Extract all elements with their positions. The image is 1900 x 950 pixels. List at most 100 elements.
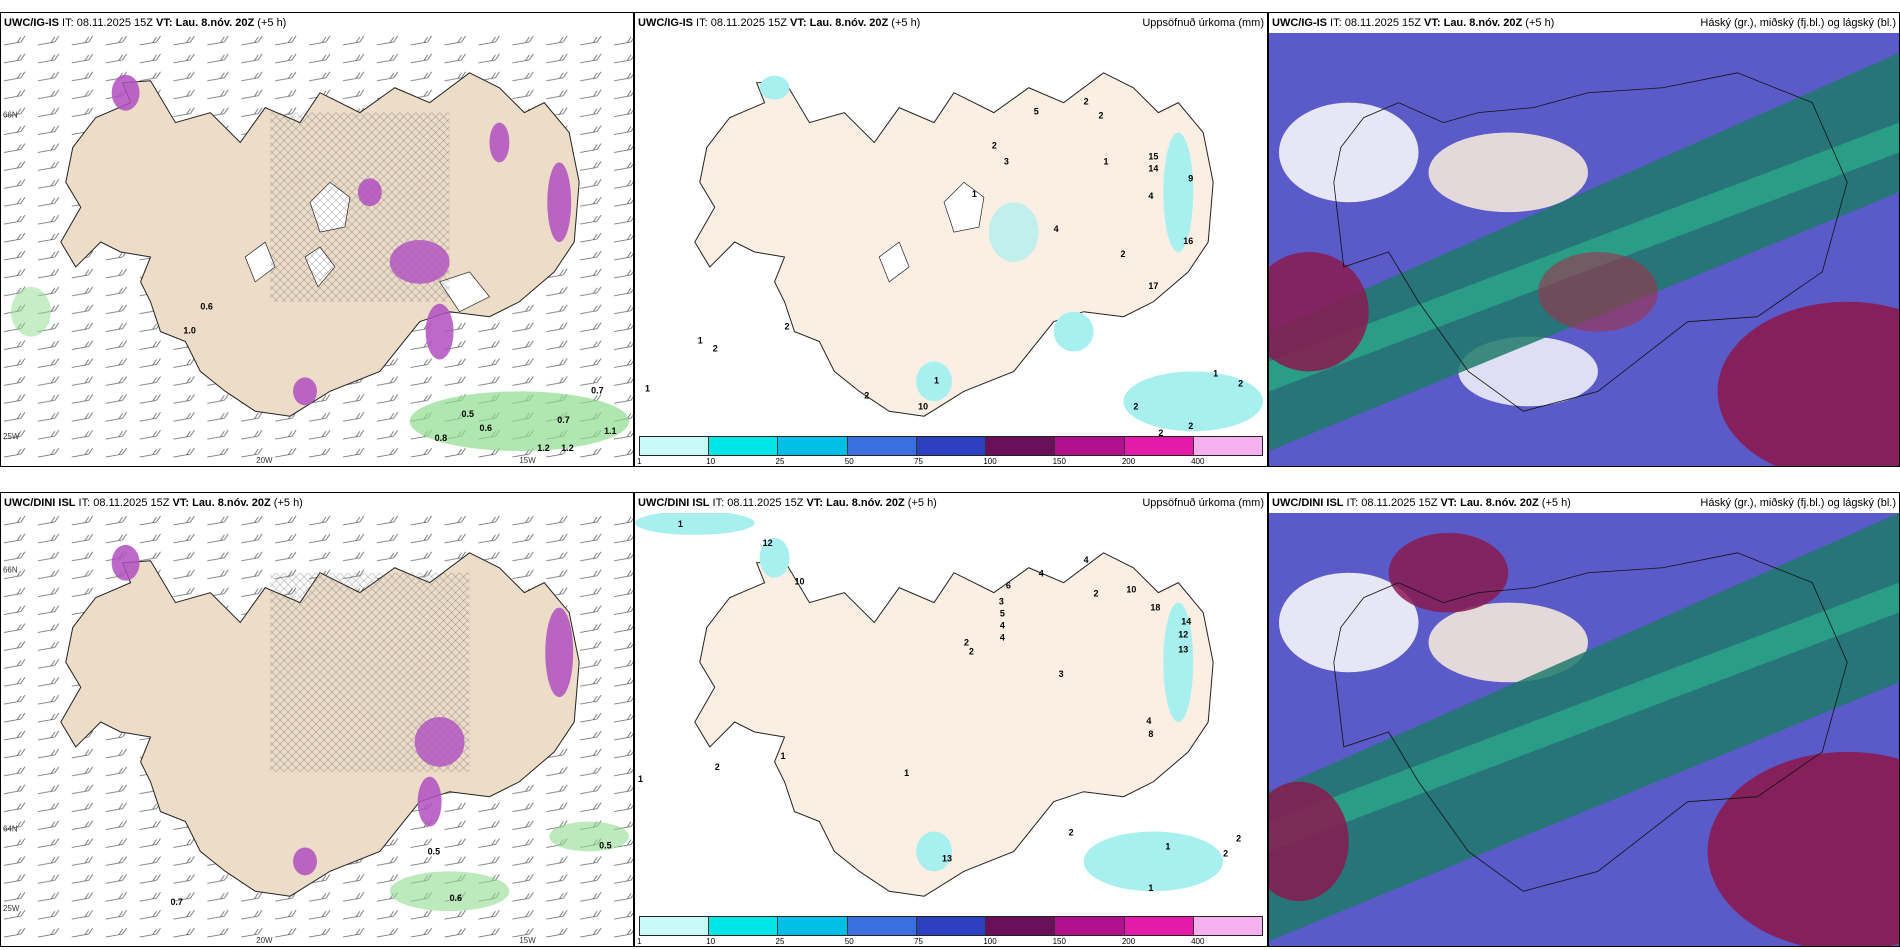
- iceland-land: [694, 552, 1214, 897]
- value-label: 1: [972, 189, 977, 199]
- colorbar-swatch: [1055, 437, 1125, 455]
- vt-label: VT:: [172, 497, 190, 509]
- value-label: 2: [1069, 828, 1074, 838]
- value-label: 2: [785, 322, 790, 332]
- colorbar-swatch: [847, 917, 917, 935]
- colorbar-swatch: [1193, 437, 1262, 455]
- map-area[interactable]: 1 12 10 4 6 4 2 10 18 14 12 13 3 5 4 4 2…: [635, 513, 1267, 946]
- colorbar-tick: 400: [1191, 457, 1205, 466]
- map-svg: [1269, 513, 1899, 946]
- value-label: 1.0: [183, 326, 195, 336]
- value-label: 0.6: [479, 423, 491, 433]
- valid-time: Lau. 8.nóv. 20Z: [809, 17, 889, 29]
- lead-time: (+5 h): [904, 497, 937, 509]
- value-label: 0.5: [599, 840, 611, 850]
- colorbar-tick: 75: [914, 457, 923, 466]
- value-label: 1: [781, 751, 786, 761]
- colorbar-swatch: [778, 917, 848, 935]
- colorbar-tick: 400: [1191, 937, 1205, 946]
- colorbar-ticks: 1 10 25 50 75 100 150 200 400: [637, 936, 1263, 946]
- colorbar-tick: 25: [775, 457, 785, 466]
- map-area[interactable]: [1269, 33, 1899, 466]
- panel-bot-left-wind: UWC/DINI ISL IT: 08.11.2025 15Z VT: Lau.…: [0, 492, 634, 947]
- map-svg: 2 5 2 2 3 1 15 14 9 1 4 16 17 4 2 1 2 2 …: [645, 72, 1264, 453]
- value-label: 16: [1183, 236, 1193, 246]
- value-label: 0.5: [428, 846, 440, 856]
- map-area[interactable]: 0.5 0.6 0.7 0.5 20W 15W 66N 64N 25W: [1, 513, 633, 946]
- value-label: 1: [1104, 156, 1109, 166]
- lon-label-15w: 15W: [519, 456, 536, 465]
- map-svg: [1269, 33, 1899, 466]
- value-label: 0.7: [170, 897, 182, 907]
- colorbar-swatch: [986, 437, 1056, 455]
- value-label: 4: [1146, 716, 1151, 726]
- value-label: 3: [1004, 156, 1009, 166]
- lon-label-25w: 25W: [3, 432, 20, 441]
- model-name: UWC/DINI ISL: [4, 497, 76, 509]
- value-label: 2: [864, 390, 869, 400]
- value-label: 2: [1120, 249, 1125, 259]
- field-name: Háský (gr.), miðský (fj.bl.) og lágský (…: [1700, 17, 1896, 29]
- value-label: 2: [1084, 97, 1089, 107]
- init-time: IT: 08.11.2025 15Z: [1327, 17, 1425, 29]
- value-label: 9: [1188, 173, 1193, 183]
- init-time: IT: 08.11.2025 15Z: [59, 17, 157, 29]
- valid-time: Lau. 8.nóv. 20Z: [1443, 17, 1523, 29]
- colorbar-swatch: [640, 437, 710, 455]
- lat-label-66n: 66N: [3, 111, 18, 120]
- value-label: 2: [715, 762, 720, 772]
- value-label: 0.8: [435, 433, 447, 443]
- valid-time: Lau. 8.nóv. 20Z: [1460, 497, 1539, 509]
- value-label: 1.2: [561, 443, 573, 453]
- value-label: 1: [1148, 883, 1153, 893]
- colorbar-swatch: [709, 917, 779, 935]
- map-area[interactable]: 2 5 2 2 3 1 15 14 9 1 4 16 17 4 2 1 2 2 …: [635, 33, 1267, 466]
- lead-time: (+5 h): [254, 17, 287, 29]
- value-label: 0.7: [591, 385, 603, 395]
- value-label: 17: [1148, 281, 1158, 291]
- valid-time: Lau. 8.nóv. 20Z: [826, 497, 905, 509]
- value-label: 1: [645, 383, 650, 393]
- value-label: 0.7: [557, 415, 569, 425]
- map-area[interactable]: 0.6 1.0 0.7 0.5 0.7 0.8 0.6 1.1 1.2 1.2 …: [1, 33, 633, 466]
- value-label: 4: [1000, 620, 1005, 630]
- panel-top-right-clouds: UWC/IG-IS IT: 08.11.2025 15Z VT: Lau. 8.…: [1268, 12, 1900, 467]
- value-label: 2: [1094, 589, 1099, 599]
- panel-title: UWC/IG-IS IT: 08.11.2025 15Z VT: Lau. 8.…: [1, 13, 633, 33]
- value-label: 0.6: [200, 302, 212, 312]
- value-label: 13: [1178, 644, 1188, 654]
- colorbar-tick: 25: [775, 937, 785, 946]
- value-label: 3: [1059, 669, 1064, 679]
- init-time: IT: 08.11.2025 15Z: [693, 17, 791, 29]
- value-label: 2: [1099, 111, 1104, 121]
- panel-title: UWC/IG-IS IT: 08.11.2025 15Z VT: Lau. 8.…: [1269, 13, 1899, 33]
- lat-label-66n: 66N: [3, 566, 18, 575]
- lon-label-25w: 25W: [3, 904, 20, 913]
- value-label: 4: [1039, 569, 1044, 579]
- map-area[interactable]: [1269, 513, 1899, 946]
- value-label: 1: [934, 375, 939, 385]
- value-label: 2: [964, 637, 969, 647]
- value-label: 4: [1148, 191, 1153, 201]
- value-label: 0.5: [462, 409, 474, 419]
- value-label: 10: [1126, 585, 1136, 595]
- colorbar-tick: 100: [983, 937, 997, 946]
- colorbar-tick: 50: [844, 457, 854, 466]
- vt-label: VT:: [156, 17, 173, 29]
- colorbar: [639, 436, 1263, 456]
- value-label: 4: [1054, 224, 1059, 234]
- panel-top-left-wind: UWC/IG-IS IT: 08.11.2025 15Z VT: Lau. 8.…: [0, 12, 634, 467]
- value-label: 2: [1236, 833, 1241, 843]
- value-label: 2: [992, 140, 997, 150]
- init-time: IT: 08.11.2025 15Z: [1343, 497, 1441, 509]
- value-label: 1: [1165, 841, 1170, 851]
- vt-label: VT:: [806, 497, 824, 509]
- value-label: 2: [1188, 421, 1193, 431]
- colorbar-swatch: [709, 437, 779, 455]
- value-label: 1: [904, 768, 909, 778]
- vt-label: VT:: [1440, 497, 1458, 509]
- value-label: 4: [1084, 555, 1089, 565]
- value-label: 1: [638, 774, 643, 784]
- lon-label-15w: 15W: [519, 936, 536, 945]
- vt-label: VT:: [790, 17, 807, 29]
